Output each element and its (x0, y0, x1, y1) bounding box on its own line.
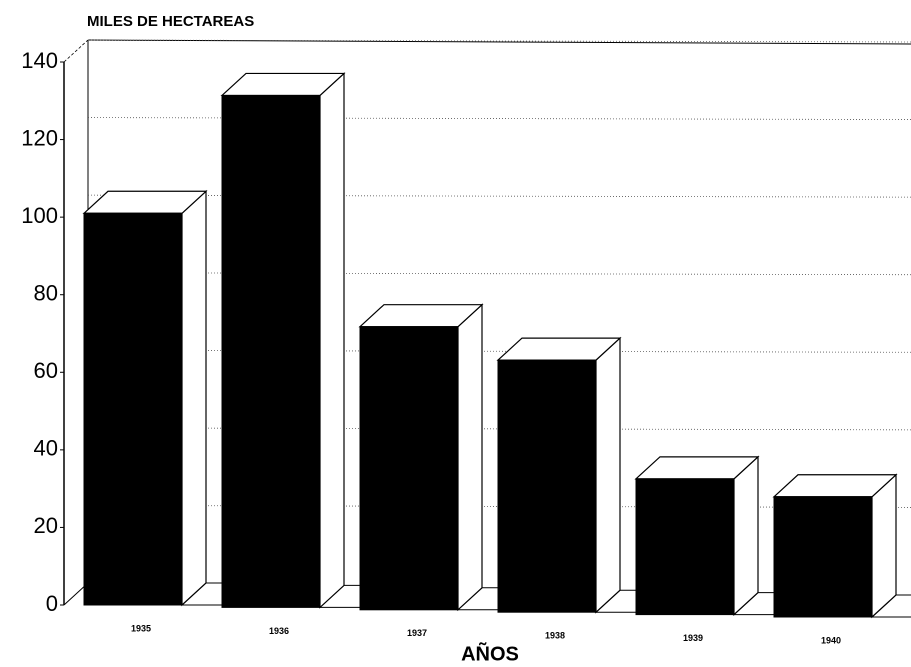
bar (635, 478, 735, 616)
x-tick-label: 1935 (131, 623, 151, 633)
bar (773, 496, 873, 618)
x-tick-label: 1936 (269, 626, 289, 636)
x-tick-label: 1939 (683, 633, 703, 643)
grid-line (87, 272, 911, 276)
bar-side (595, 336, 621, 614)
y-tick-label: 140 (21, 48, 58, 73)
y-tick-label: 20 (34, 513, 58, 538)
bar-side (319, 72, 345, 609)
axis-line (87, 39, 911, 45)
x-tick-label: 1940 (821, 635, 841, 645)
grid-line (87, 39, 911, 43)
bar (359, 326, 459, 611)
y-tick-label: 40 (34, 436, 58, 461)
grid-line (87, 349, 911, 353)
bar (83, 212, 183, 606)
bar (497, 359, 597, 613)
y-axis-label: MILES DE HECTAREAS (87, 13, 254, 30)
x-tick-label: 1937 (407, 628, 427, 638)
y-tick-label: 120 (21, 125, 58, 150)
y-tick-label: 0 (46, 591, 58, 616)
bar-side (181, 189, 207, 607)
x-axis-label: AÑOS (461, 642, 519, 665)
grid-line (87, 194, 911, 198)
x-tick-label: 1938 (545, 631, 565, 641)
bar-side (871, 473, 897, 619)
bar (221, 94, 321, 608)
y-tick-label: 60 (34, 358, 58, 383)
grid-line (87, 117, 911, 120)
y-tick-label: 80 (34, 281, 58, 306)
axis-line (63, 39, 89, 63)
bar-side (457, 303, 483, 612)
bar-side (733, 455, 759, 616)
y-tick-label: 100 (21, 203, 58, 228)
